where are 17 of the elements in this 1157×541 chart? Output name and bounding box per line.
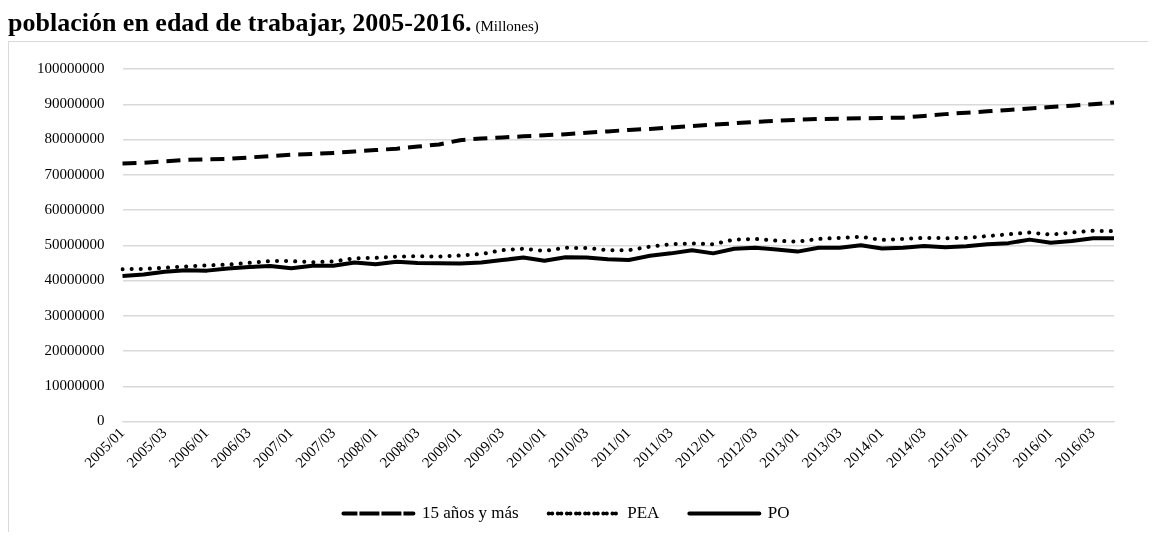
y-tick-label: 40000000 [44,271,105,288]
chart-title: población en edad de trabajar, 2005-2016. [8,8,472,37]
y-tick-label: 0 [97,412,105,429]
y-tick-label: 70000000 [44,165,105,182]
y-tick-label: 50000000 [44,236,105,253]
y-tick-label: 10000000 [44,377,105,394]
y-tick-label: 80000000 [44,130,105,147]
legend-label: PO [767,502,790,522]
line-series [120,100,1116,166]
y-tick-label: 100000000 [37,59,105,76]
y-tick-label: 20000000 [44,341,105,358]
y-tick-label: 60000000 [44,200,105,217]
legend-label: PEA [627,502,661,522]
legend-label: 15 años y más [421,502,519,522]
chart-subtitle: (Millones) [475,18,539,34]
y-tick-label: 30000000 [44,306,105,323]
y-tick-label: 90000000 [44,95,105,112]
